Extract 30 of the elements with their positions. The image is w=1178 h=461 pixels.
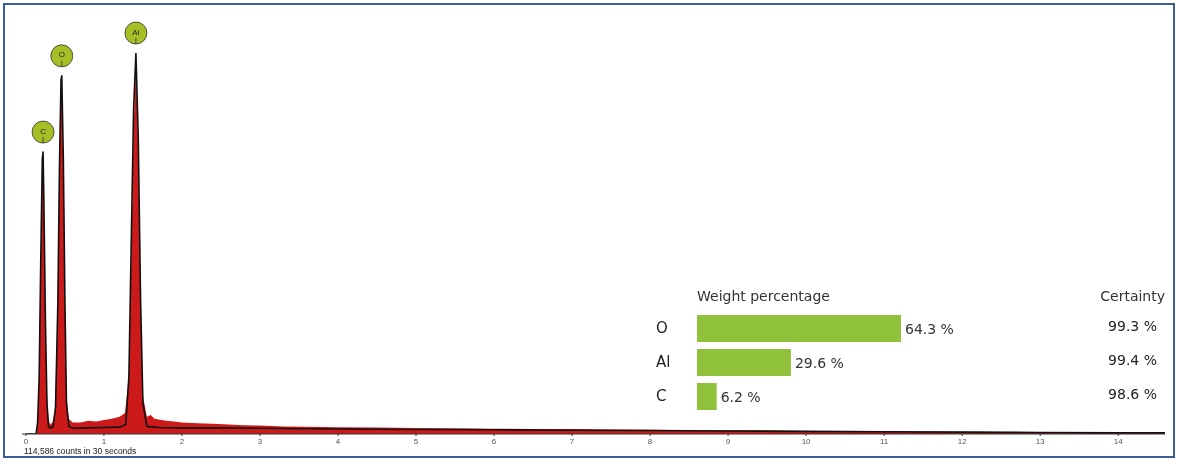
annotation: Al — [132, 27, 140, 37]
y-tick-label: Al — [656, 353, 671, 371]
x-tick-label: 3 — [257, 436, 263, 446]
x-tick-label: 13 — [1035, 436, 1046, 446]
x-tick-label: 4 — [335, 436, 341, 446]
x-tick-label: 6 — [491, 436, 497, 446]
data-label: 6.2 % — [720, 388, 761, 405]
x-tick-label: 8 — [647, 436, 653, 446]
annotation: C — [40, 126, 47, 136]
x-tick-label: 11 — [879, 436, 889, 446]
x-tick-label: 9 — [725, 436, 731, 446]
data-label: 29.6 % — [794, 354, 844, 371]
x-tick-label: 2 — [179, 436, 185, 446]
x-tick-label: 0 — [23, 436, 29, 446]
x-tick-label: 14 — [1113, 436, 1124, 446]
x-tick-label: 12 — [957, 436, 968, 446]
y-tick-label: C — [656, 387, 667, 405]
annotation: 99.4 % — [1108, 352, 1157, 369]
chart-title: Weight percentage — [697, 288, 830, 304]
x-tick-label: 1 — [101, 436, 107, 446]
y-tick-label: O — [656, 319, 668, 337]
x-tick-label: 5 — [413, 436, 419, 446]
x-tick-label: 7 — [569, 436, 575, 446]
x-tick-label: 10 — [801, 436, 812, 446]
annotation: O — [58, 50, 65, 60]
annotation: 99.3 % — [1108, 318, 1157, 335]
text: Certainty — [1100, 288, 1165, 304]
data-label: 64.3 % — [905, 320, 954, 337]
annotation: 98.6 % — [1108, 386, 1157, 403]
text: 114,586 counts in 30 seconds — [24, 446, 137, 456]
